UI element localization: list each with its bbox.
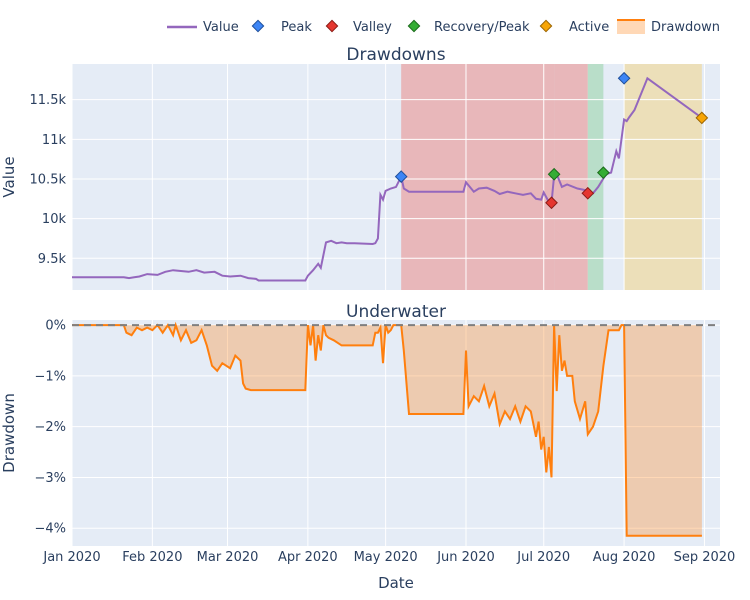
legend-valley-swatch [325, 19, 339, 33]
bottom-chart-title: Underwater [346, 302, 446, 322]
bottom-plot-area [72, 320, 720, 546]
peak-marker-1 [617, 71, 631, 85]
legend-peak-swatch [251, 19, 265, 33]
x-tick-label-5: Jun 2020 [436, 550, 495, 565]
x-tick-label-4: May 2020 [354, 550, 418, 565]
legend-item-value[interactable]: Value [167, 20, 239, 35]
active-marker-0 [695, 111, 709, 125]
legend-active-swatch [539, 19, 553, 33]
top-chart-title: Drawdowns [346, 45, 445, 65]
drawdown-line[interactable] [72, 321, 702, 537]
bottom-y-tick-label-1: −1% [34, 369, 66, 384]
top-y-tick-label-1: 10k [42, 212, 67, 227]
drawdown-region-2 [587, 64, 604, 290]
x-tick-label-8: Sep 2020 [674, 550, 736, 565]
legend-item-recovery[interactable]: Recovery/Peak [407, 19, 530, 35]
legend-item-peak[interactable]: Peak [251, 19, 312, 35]
x-tick-label-1: Feb 2020 [122, 550, 182, 565]
peak-marker-0 [394, 170, 408, 183]
drawdown-region-1 [554, 64, 588, 290]
bottom-y-tick-label-0: 0% [45, 319, 66, 334]
legend-drawdown-label: Drawdown [651, 20, 720, 35]
legend-active-label: Active [569, 20, 609, 35]
top-tick-labels: 9.5k 10k 10.5k 11k 11.5k [30, 93, 67, 267]
bottom-y-tick-label-2: −2% [34, 420, 66, 435]
recovery-peak-marker-0 [547, 167, 561, 181]
bottom-tick-labels: Jan 2020 Feb 2020 Mar 2020 Apr 2020 May 2020… [34, 319, 735, 565]
legend-value-label: Value [203, 20, 239, 35]
top-y-tick-label-3: 11k [42, 133, 67, 148]
legend-valley-label: Valley [353, 20, 392, 35]
top-y-tick-label-2: 10.5k [30, 172, 67, 187]
drawdown-region-0 [401, 64, 555, 290]
bottom-y-axis-title: Drawdown [0, 393, 18, 473]
legend-recovery-label: Recovery/Peak [434, 20, 530, 35]
x-axis-title: Date [378, 574, 414, 592]
x-tick-label-2: Mar 2020 [197, 550, 259, 565]
top-markers [394, 71, 709, 210]
valley-marker-0 [545, 196, 558, 210]
x-tick-label-3: Apr 2020 [278, 550, 338, 565]
bottom-y-tick-label-3: −3% [34, 471, 66, 486]
top-y-tick-label-0: 9.5k [38, 252, 67, 267]
legend-recovery-swatch [407, 19, 421, 33]
top-y-axis-title: Value [0, 156, 18, 197]
top-y-tick-label-4: 11.5k [30, 93, 67, 108]
x-tick-label-6: Jul 2020 [516, 550, 570, 565]
legend-item-valley[interactable]: Valley [325, 19, 392, 35]
x-tick-label-0: Jan 2020 [42, 550, 100, 565]
top-gridlines [71, 64, 720, 290]
valley-marker-1 [581, 186, 595, 200]
legend-peak-label: Peak [281, 20, 312, 35]
drawdown-area[interactable] [72, 325, 702, 536]
legend-item-active[interactable]: Active [539, 19, 609, 35]
legend[interactable]: Value Peak Valley Recovery/Peak Active D… [167, 19, 720, 35]
bottom-plot[interactable]: Jan 2020 Feb 2020 Mar 2020 Apr 2020 May 2020… [34, 319, 735, 565]
top-plot[interactable]: 9.5k 10k 10.5k 11k 11.5k [30, 64, 720, 290]
bottom-y-tick-label-4: −4% [34, 522, 66, 537]
recovery-peak-marker-1 [596, 166, 610, 180]
x-tick-label-7: Aug 2020 [593, 550, 656, 565]
legend-drawdown-swatch-fill [617, 20, 645, 34]
legend-item-drawdown[interactable]: Drawdown [617, 19, 720, 35]
drawdown-region-3 [624, 64, 702, 290]
